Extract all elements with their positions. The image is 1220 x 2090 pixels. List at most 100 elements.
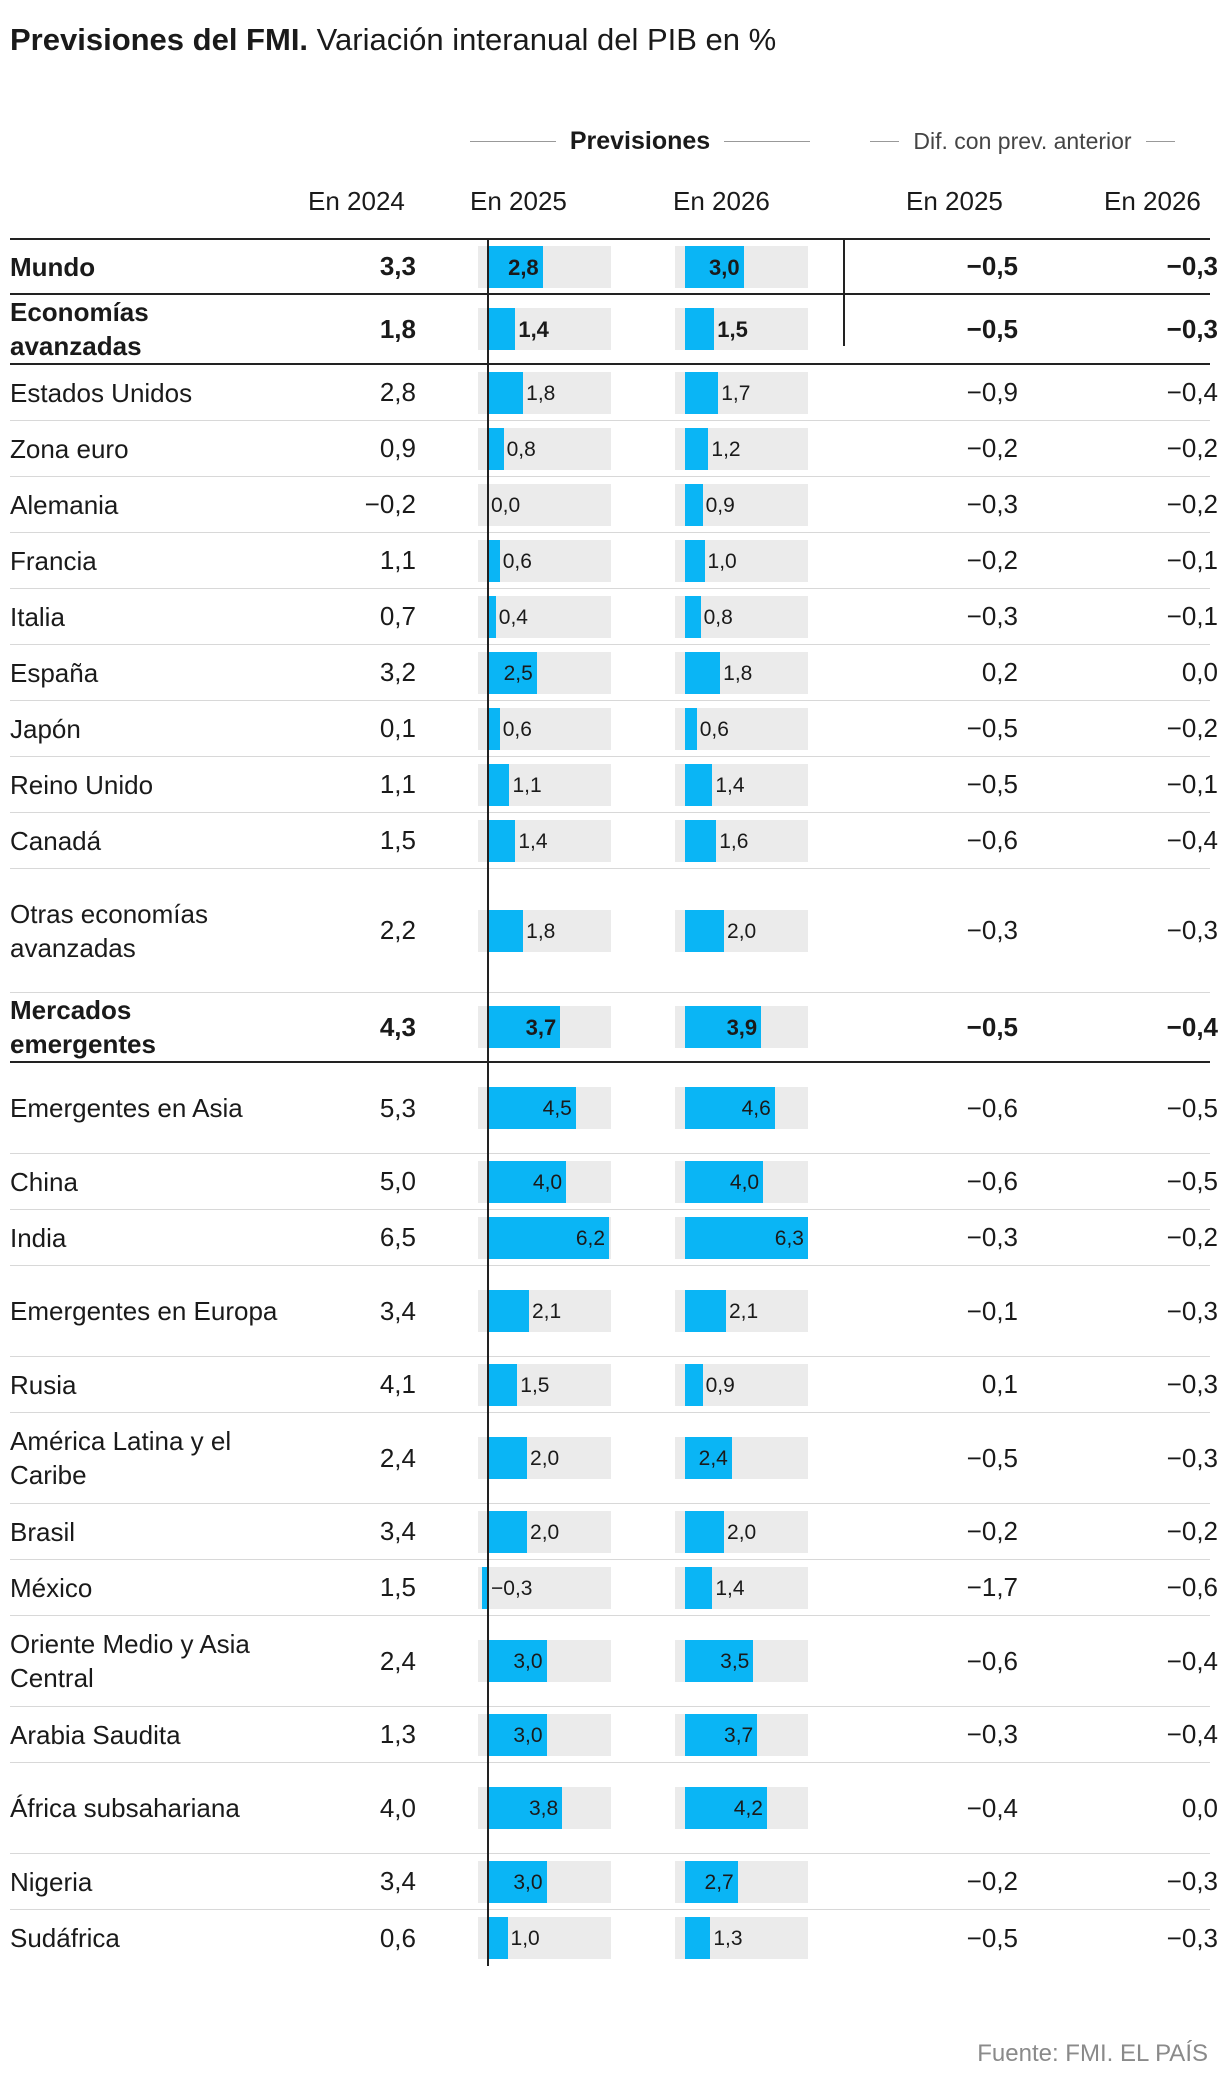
bar-track-2025: 0,4 (478, 595, 611, 638)
group-header-previsiones: Previsiones (470, 124, 811, 158)
bar-2025 (488, 427, 504, 470)
row-label: Reino Unido (10, 769, 154, 800)
dif-2026: −0,3 (1166, 1295, 1218, 1326)
dif-2025: −0,3 (966, 601, 1018, 631)
dif-2025: −0,2 (966, 433, 1018, 463)
bar-2026 (685, 1216, 808, 1259)
bar-label-2026: 2,0 (727, 1520, 757, 1544)
bar-track-2025: 2,0 (478, 1510, 611, 1553)
bar-label-2026: 4,2 (733, 1797, 763, 1820)
row-label: Oriente Medio y Asia Central (10, 1629, 250, 1693)
bar-track-2026: 0,8 (675, 595, 808, 638)
bar-track-2026: 0,9 (675, 483, 808, 526)
dif-2025: −0,5 (966, 713, 1018, 743)
bar-track-2025: 1,8 (478, 371, 611, 414)
value-2024: 1,3 (379, 1719, 416, 1749)
table-row: India 6,5 6,2 6,3 −0,3 −0,2 (10, 1210, 1218, 1266)
value-2024: 3,4 (379, 1866, 416, 1896)
bar-2026 (685, 483, 703, 526)
bar-label-2026: 1,3 (713, 1927, 743, 1950)
bar-track-2026: 1,4 (675, 1566, 808, 1609)
table-row: Mundo 3,3 2,8 3,0 −0,5 −0,3 (10, 238, 1218, 295)
value-2024: 0,7 (379, 601, 416, 631)
row-label: Japón (10, 713, 81, 744)
dif-2026: −0,4 (1166, 1645, 1218, 1676)
row-label: Zona euro (10, 433, 129, 464)
bar-label-2026: 2,7 (704, 1870, 734, 1894)
table-row: Oriente Medio y Asia Central 2,4 3,0 3,5 −0,… (10, 1616, 1218, 1707)
bar-label-2026: 1,4 (715, 773, 745, 797)
row-label: Canadá (10, 825, 102, 856)
row-label: África subsahariana (10, 1793, 240, 1823)
table-row: África subsahariana 4,0 3,8 4,2 −0,4 0,0 (10, 1763, 1218, 1854)
col-header-dif-2025: En 2025 (906, 186, 1003, 216)
bar-track-2026: 2,0 (675, 1510, 808, 1553)
bar-track-2025: 2,1 (478, 1290, 611, 1332)
table-row: Otras economías avanzadas 2,2 1,8 2,0 −0,3 −0… (10, 869, 1218, 993)
bar-track-2025: 3,8 (478, 1787, 611, 1829)
dif-2025: −0,5 (966, 251, 1018, 281)
bar-2026 (685, 1860, 738, 1903)
bar-track-2026: 3,7 (675, 1713, 808, 1756)
bar-track-2026: 0,9 (675, 1363, 808, 1406)
table-row: América Latina y el Caribe 2,4 2,0 2,4 −0,5 −… (10, 1413, 1218, 1504)
table-row: Brasil 3,4 2,0 2,0 −0,2 −0,2 (10, 1504, 1218, 1560)
row-label: Sudáfrica (10, 1923, 120, 1953)
bar-2026 (685, 1510, 725, 1553)
dif-2025: −0,2 (966, 1866, 1018, 1896)
bar-track-2026: 4,2 (675, 1787, 808, 1829)
bar-2026 (685, 1917, 711, 1959)
bar-2025 (488, 707, 500, 750)
bar-label-2025: 3,0 (513, 1723, 543, 1747)
bar-2025 (488, 1437, 528, 1479)
bar-label-2026: 1,8 (723, 661, 753, 685)
bar-2025 (482, 1566, 488, 1609)
bar-2026 (685, 1566, 713, 1609)
value-2024: 3,2 (379, 657, 416, 687)
value-2024: 3,4 (379, 1295, 416, 1326)
value-2024: 1,5 (379, 1572, 416, 1602)
row-label: Brasil (10, 1516, 76, 1547)
source-note: Fuente: FMI. EL PAÍS (977, 2040, 1208, 2067)
dif-2026: −0,2 (1166, 713, 1218, 743)
bar-track-2025: 1,4 (478, 819, 611, 862)
value-2024: 5,3 (379, 1092, 416, 1123)
bar-track-2026: 2,0 (675, 909, 808, 952)
dif-2025: −0,3 (966, 915, 1018, 945)
bar-track-2025: 4,5 (478, 1087, 611, 1129)
bar-label-2025: 1,1 (512, 773, 542, 797)
row-label: México (10, 1572, 93, 1603)
dif-2025: −0,5 (966, 313, 1018, 344)
col-header-2024: En 2024 (308, 186, 405, 216)
value-2024: 0,6 (379, 1922, 416, 1953)
bar-2025 (488, 1640, 547, 1682)
bar-track-2025: 0,8 (478, 427, 611, 470)
bar-track-2026: 2,4 (675, 1437, 808, 1479)
bar-2026 (685, 1787, 767, 1829)
bar-2025 (488, 819, 516, 862)
dif-2025: −0,9 (966, 377, 1018, 407)
row-label: Italia (10, 601, 65, 632)
bar-label-2025: 0,6 (502, 717, 532, 741)
col-header-dif-2026: En 2026 (1104, 186, 1201, 216)
bar-label-2026: 1,2 (711, 437, 741, 461)
bar-track-2025: 3,0 (478, 1640, 611, 1682)
row-label: Alemania (10, 489, 119, 520)
bar-track-2026: 1,4 (675, 763, 808, 806)
chart-title: Previsiones del FMI. Variación interanua… (10, 22, 776, 58)
value-2024: 0,1 (379, 713, 416, 743)
dif-2026: −0,2 (1166, 489, 1218, 519)
bar-2025 (488, 371, 524, 414)
dif-2025: −0,6 (966, 1092, 1018, 1123)
table-row: Emergentes en Europa 3,4 2,1 2,1 −0,1 −0,3 (10, 1266, 1218, 1357)
bar-label-2026: 4,0 (729, 1170, 760, 1194)
bar-2025 (488, 245, 543, 288)
dif-2025: −0,5 (966, 1011, 1018, 1042)
bar-track-2026: 4,6 (675, 1087, 808, 1129)
row-label: Francia (10, 545, 97, 576)
table-row: Japón 0,1 0,6 0,6 −0,5 −0,2 (10, 701, 1218, 757)
bar-track-2025: 1,1 (478, 763, 611, 806)
divider (870, 140, 900, 142)
value-2024: 1,5 (379, 825, 416, 855)
bar-label-2026: 0,6 (699, 717, 729, 741)
